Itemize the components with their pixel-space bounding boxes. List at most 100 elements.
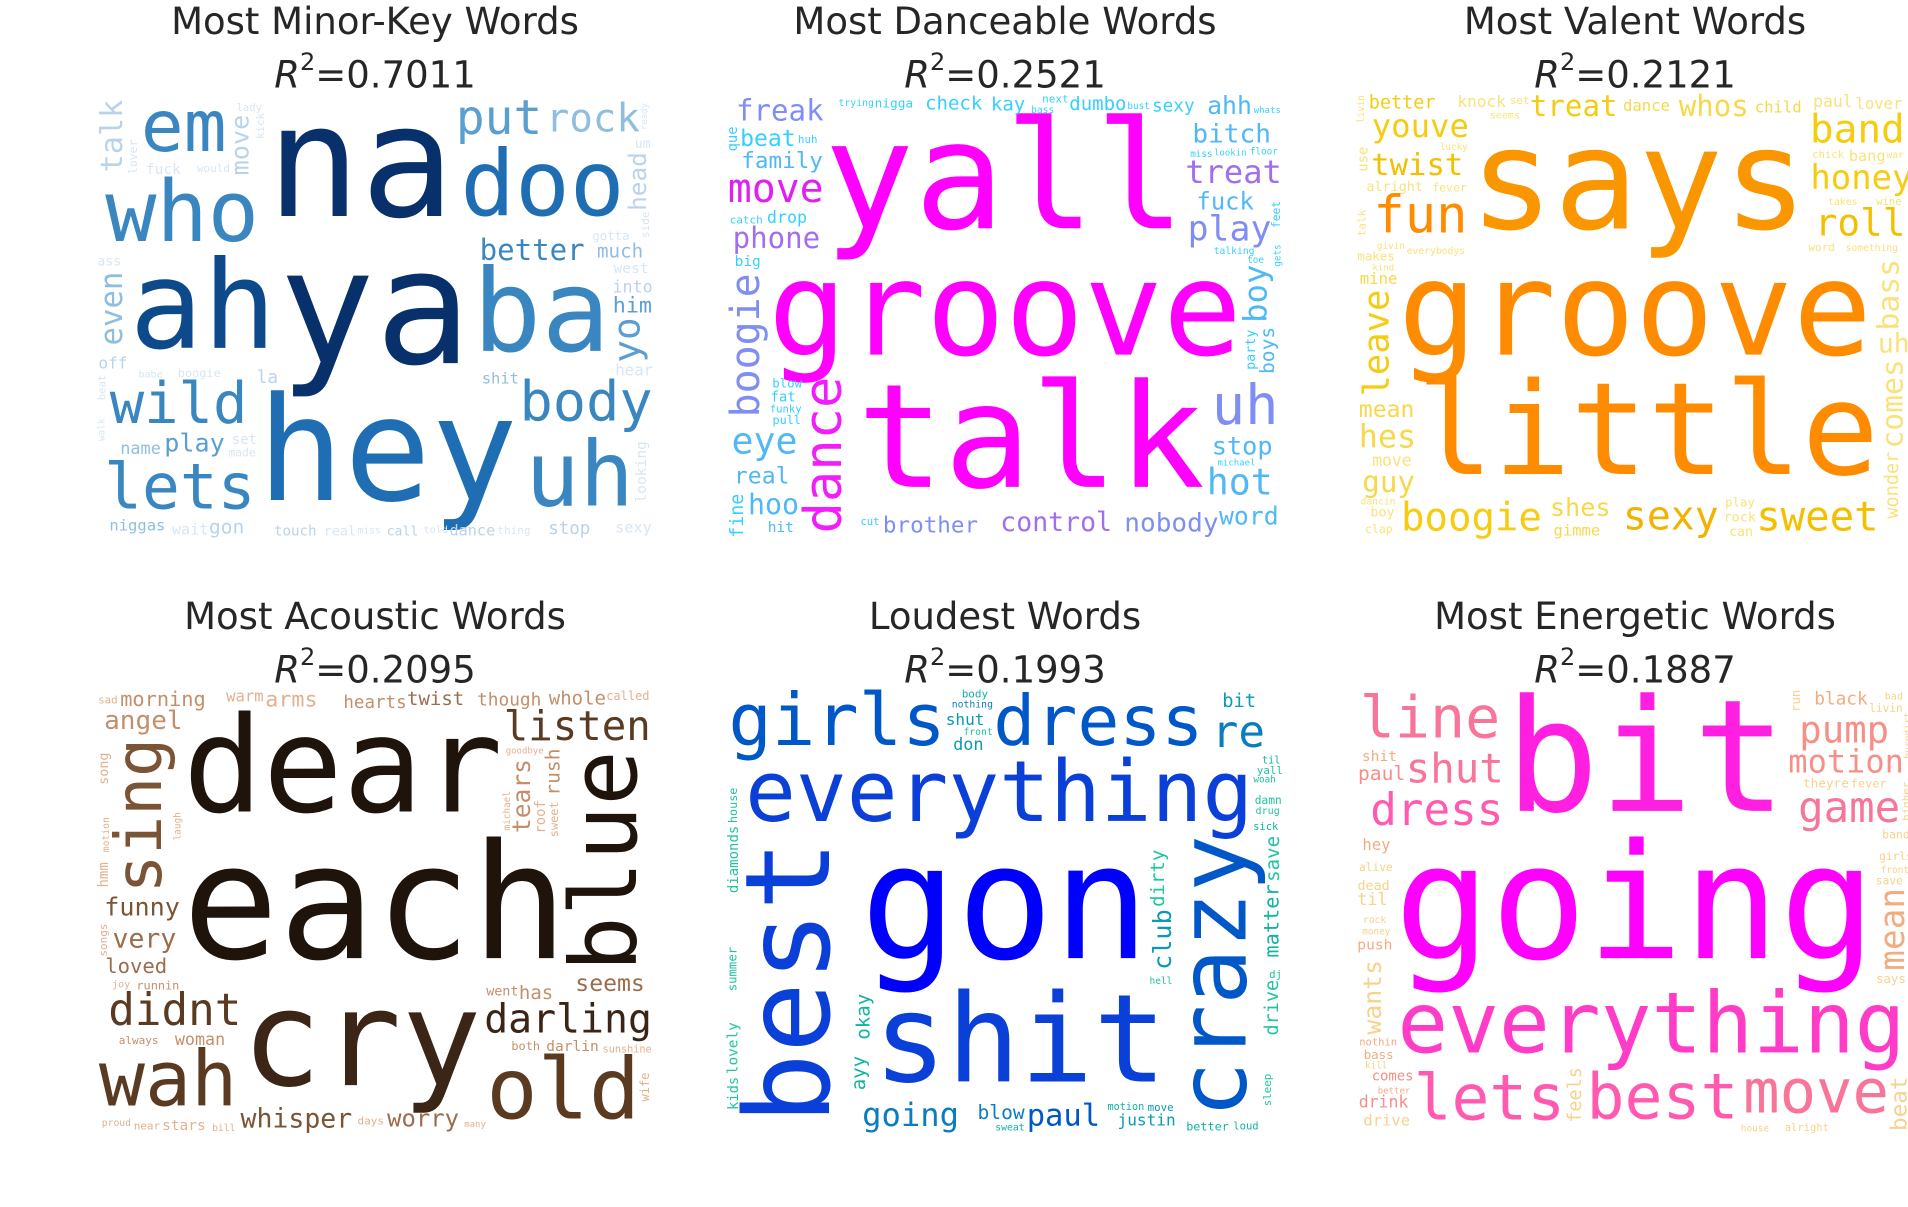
word-crazy: crazy — [1160, 835, 1269, 1118]
word-hot: hot — [1207, 461, 1273, 504]
panel-title: Loudest Words — [868, 595, 1142, 638]
word-runnin: runnin — [136, 979, 179, 993]
word-talking: talking — [1214, 246, 1255, 257]
word-fever: fever — [1432, 180, 1467, 194]
word-listen: listen — [504, 702, 651, 750]
word-groove: groove — [1398, 233, 1872, 386]
word-though: though — [477, 690, 541, 711]
word-child: child — [1755, 98, 1802, 116]
word-save: save — [1261, 836, 1284, 882]
word-says: says — [1469, 100, 1807, 263]
word-drop: drop — [767, 207, 807, 227]
panel-acoustic: Most Acoustic Words R2=0.2095 each blue cr… — [95, 595, 655, 1155]
r-squared-label: R2=0.1993 — [904, 643, 1106, 692]
word-song: song — [97, 753, 112, 785]
word-run: run — [1788, 690, 1803, 712]
word-michael: michael — [1218, 459, 1256, 469]
word-arms: arms — [265, 687, 317, 712]
word-real: real — [324, 525, 356, 540]
word-sing: sing — [102, 738, 177, 893]
word-real: real — [734, 463, 790, 489]
word-call: call — [387, 524, 419, 539]
word-can: can — [1729, 525, 1753, 540]
word-yo: yo — [604, 317, 648, 362]
word-game: game — [1798, 783, 1900, 832]
word-lucky: lucky — [1440, 142, 1468, 153]
word-band: band — [1882, 827, 1908, 841]
word-move: move — [1148, 1101, 1174, 1114]
word-na: na — [267, 92, 455, 253]
word-alive: alive — [1359, 861, 1393, 874]
word-comes: comes — [1372, 1069, 1414, 1085]
word-push: push — [1357, 937, 1392, 954]
word-told: told — [424, 525, 448, 536]
word-alright: alright — [1367, 180, 1423, 195]
word-drive: drive — [1363, 1111, 1410, 1129]
word-west: west — [614, 260, 649, 277]
word-boy: boy — [1236, 265, 1274, 323]
word-la: la — [257, 368, 278, 388]
word-uh: uh — [1212, 374, 1279, 438]
word-lovely: lovely — [726, 1022, 742, 1074]
word-sleep: sleep — [1261, 1074, 1274, 1107]
word-twist: twist — [1371, 148, 1463, 183]
word-hell: hell — [1150, 976, 1173, 987]
word-best: best — [725, 840, 857, 1124]
word-goodbye: goodbye — [506, 747, 544, 757]
word-going: going — [862, 1096, 959, 1134]
word-proud: proud — [102, 1118, 131, 1129]
word-rock: rock — [546, 97, 640, 142]
word-paul: paul — [1358, 762, 1405, 785]
r-squared-label: R2=0.7011 — [274, 48, 476, 97]
word-move: move — [1372, 451, 1411, 470]
word-yall: yall — [1257, 764, 1283, 777]
word-justin: justin — [1118, 1111, 1176, 1130]
word-ready: ready — [640, 102, 650, 130]
word-gets: gets — [1273, 244, 1284, 266]
word-made: made — [228, 446, 256, 460]
word-beat: beat — [740, 126, 796, 152]
word-twist: twist — [407, 688, 464, 710]
word-sunshine: sunshine — [603, 1044, 652, 1055]
word-blow: blow — [772, 375, 802, 390]
word-damn: damn — [1255, 794, 1282, 807]
word-everybodys: everybodys — [1407, 246, 1465, 257]
word-talk: talk — [1355, 209, 1368, 236]
word-ahh: ahh — [1207, 92, 1252, 120]
word-paul: paul — [1813, 92, 1852, 111]
word-lets: lets — [104, 450, 255, 523]
panel-minor-key: Most Minor-Key Words R2=0.7011 ya na hey ah… — [95, 0, 655, 560]
word-re: re — [1212, 707, 1265, 758]
word-old: old — [486, 1041, 640, 1136]
word-name: name — [120, 438, 161, 458]
word-whisper: whisper — [241, 1103, 353, 1134]
word-shut: shut — [946, 710, 985, 729]
word-lover: lover — [126, 139, 140, 174]
word-went: went — [486, 984, 518, 999]
word-hey: hey — [1362, 836, 1390, 854]
word-better: better — [1186, 1119, 1229, 1133]
r-squared-label: R2=0.1887 — [1534, 643, 1736, 692]
word-ass: ass — [97, 255, 121, 270]
word-sick: sick — [1253, 821, 1279, 833]
word-woah: woah — [1253, 775, 1275, 786]
word-each: each — [182, 809, 567, 996]
word-morning: morning — [120, 687, 205, 711]
word-check: check — [925, 92, 983, 114]
word-sweet: sweet — [1756, 493, 1878, 541]
word-fever: fever — [1851, 777, 1887, 791]
word-mean: mean — [1359, 397, 1415, 423]
word-beat: beat — [1886, 1077, 1908, 1131]
word-bass: bass — [1031, 105, 1054, 116]
word-whats: whats — [1254, 106, 1281, 116]
word-dumbo: dumbo — [1069, 93, 1126, 115]
word-dress: dress — [993, 687, 1203, 762]
word-sexy: sexy — [1623, 494, 1719, 540]
word-darling: darling — [484, 997, 652, 1043]
word-wah: wah — [99, 1036, 237, 1125]
word-mine: mine — [1360, 270, 1398, 288]
word-brother: brother — [883, 513, 978, 539]
word-going: going — [1394, 809, 1876, 996]
word-dance: dance — [1623, 97, 1670, 115]
